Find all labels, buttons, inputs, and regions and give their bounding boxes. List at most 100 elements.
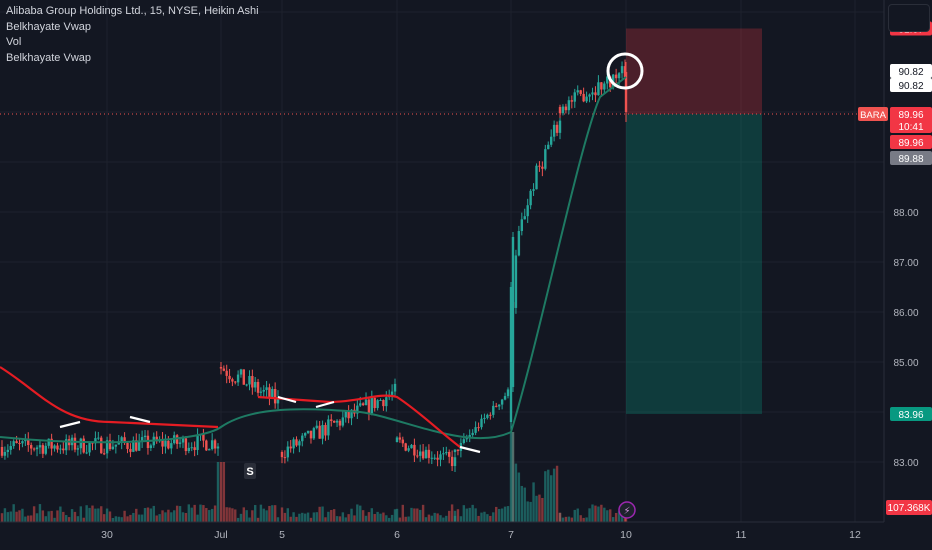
price-tag-bg [890, 151, 932, 165]
volume-bar [511, 432, 515, 522]
candle-body [12, 441, 15, 447]
entry-highlight-circle [606, 52, 644, 90]
volume-bar [15, 511, 18, 522]
candle-body [338, 420, 342, 426]
candle-body [410, 444, 413, 449]
candle-body [59, 448, 62, 450]
candle-body [367, 399, 371, 414]
candle-body [175, 435, 179, 444]
volume-bar [312, 512, 316, 522]
volume-bar [523, 487, 526, 522]
volume-bar [108, 511, 112, 522]
candle-body [196, 435, 199, 450]
volume-bar [582, 517, 585, 522]
volume-bar [321, 506, 324, 522]
candle-body [497, 404, 501, 407]
candle-body [222, 368, 226, 371]
candle-body [489, 414, 492, 416]
legend-indicator-belkhayate-vwap-2[interactable]: Belkhayate Vwap [6, 51, 91, 64]
price-tick-label: 87.00 [893, 258, 918, 269]
volume-bar [3, 508, 7, 522]
volume-bar [376, 511, 379, 522]
candle-body [32, 448, 36, 450]
time-tick-label: 10 [620, 529, 632, 541]
volume-bar [600, 504, 603, 522]
candle-body [88, 442, 91, 453]
price-tag-countdown: 10:41 [898, 122, 923, 133]
legend-symbol[interactable]: Alibaba Group Holdings Ltd., 15, NYSE, H… [6, 5, 259, 17]
candle-body [242, 369, 245, 385]
candle-body [427, 449, 431, 458]
volume-bar [88, 507, 91, 522]
volume-bar [579, 515, 582, 522]
volume-bar [135, 508, 138, 522]
volume-bar [114, 516, 118, 522]
volume-bar [251, 510, 254, 522]
volume-bar [388, 517, 391, 522]
volume-bar [268, 505, 271, 522]
candle-body [208, 449, 211, 451]
volume-bar [123, 510, 126, 522]
candle-body [390, 391, 394, 395]
candle-body [309, 430, 313, 439]
volume-bar [298, 513, 301, 522]
volume-bar [143, 507, 147, 522]
volume-bar [359, 505, 362, 522]
chart-legend: Alibaba Group Holdings Ltd., 15, NYSE, H… [6, 4, 259, 66]
candle-body [588, 94, 591, 97]
volume-bar [202, 505, 205, 522]
volume-bar [594, 505, 597, 522]
candle-body [453, 449, 457, 452]
legend-indicator-volume[interactable]: Vol [6, 36, 22, 48]
candle-body [3, 451, 7, 456]
volume-bar [517, 472, 521, 522]
volume-bar [506, 506, 510, 522]
candle-body [318, 425, 321, 439]
candle-body [312, 428, 316, 439]
volume-bar [273, 505, 277, 522]
candle-body [120, 437, 123, 442]
volume-bar [404, 516, 407, 522]
candle-body [511, 237, 515, 387]
candle-body [85, 452, 88, 454]
candle-body [327, 419, 330, 436]
volume-bar [465, 508, 468, 522]
scale-settings-button[interactable] [888, 4, 930, 32]
candle-body [582, 93, 585, 102]
candle-body [393, 383, 397, 392]
candle-body [573, 92, 576, 102]
time-tick-label: 7 [508, 529, 514, 541]
volume-group [0, 432, 628, 522]
candle-body [97, 437, 100, 439]
time-tick-label: 30 [101, 529, 113, 541]
volume-bar [146, 507, 150, 522]
volume-bar [167, 509, 170, 522]
volume-bar [318, 506, 321, 522]
volume-bar [306, 512, 310, 522]
candle-body [579, 90, 582, 94]
volume-bar [161, 510, 164, 522]
price-tick-label: 83.00 [893, 458, 918, 469]
candle-body [228, 375, 231, 380]
candle-body [202, 434, 205, 441]
candle-body [35, 447, 39, 450]
volume-bar [474, 508, 477, 522]
volume-bar [448, 510, 451, 522]
candle-body [205, 440, 208, 451]
candle-body [433, 457, 436, 459]
volume-bar [489, 515, 492, 522]
candle-body [500, 399, 504, 405]
volume-bar [82, 517, 85, 522]
candle-body [6, 449, 10, 452]
volume-bar [187, 504, 191, 522]
volume-bar [234, 509, 237, 522]
volume-bar [514, 463, 518, 522]
volume-bar [500, 508, 504, 522]
candle-body [100, 437, 103, 454]
legend-indicator-belkhayate-vwap[interactable]: Belkhayate Vwap [6, 20, 91, 33]
candle-body [509, 287, 513, 422]
volume-bar [370, 508, 374, 522]
volume-bar [228, 507, 231, 522]
candle-body [50, 438, 53, 449]
